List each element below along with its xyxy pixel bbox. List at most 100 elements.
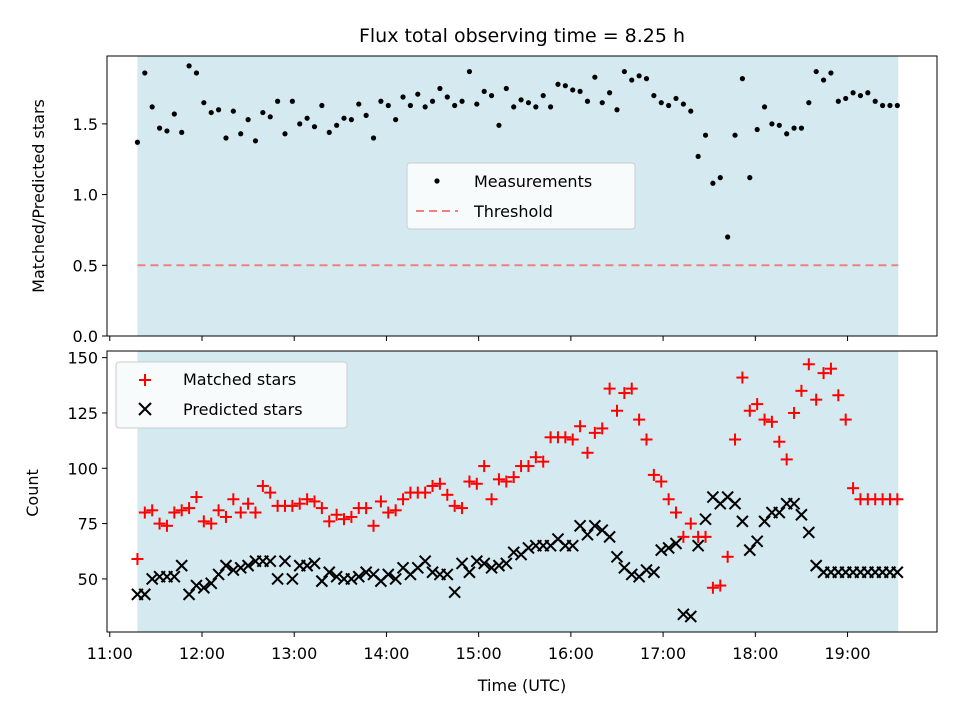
- measurement-point: [282, 131, 288, 137]
- x-tick-label: 17:00: [640, 644, 686, 663]
- measurement-point: [393, 117, 399, 123]
- measurement-point: [149, 104, 155, 110]
- matched-star-point: [699, 530, 712, 543]
- predicted-star-point: [278, 554, 292, 568]
- matched-star-point: [168, 506, 181, 519]
- count-x-ticks: 11:00 12:00 13:00 14:00 15:00 16:00 17:00 18:00…: [87, 632, 871, 663]
- measurement-point: [843, 95, 849, 102]
- matched-star-point: [397, 493, 410, 506]
- predicted-star-point: [441, 568, 454, 581]
- matched-star-point: [662, 493, 675, 506]
- matched-star-point: [448, 499, 461, 512]
- predicted-star-point: [699, 512, 712, 526]
- matched-star-point: [684, 517, 697, 530]
- predicted-star-point: [286, 572, 299, 586]
- measurement-point: [673, 95, 679, 102]
- matched-star-point: [264, 486, 277, 499]
- measurement-point: [415, 91, 421, 97]
- predicted-star-point: [773, 506, 786, 519]
- matched-star-point: [537, 455, 550, 468]
- matched-star-point: [824, 362, 837, 375]
- predicted-star-point: [485, 561, 498, 575]
- measurement-point: [370, 135, 377, 141]
- predicted-star-point: [507, 546, 520, 559]
- predicted-star-point: [640, 563, 653, 577]
- predicted-star-point: [610, 550, 624, 563]
- predicted-star-point: [795, 508, 808, 521]
- measurement-point: [488, 92, 495, 99]
- matched-star-point: [640, 433, 653, 446]
- measurement-point: [562, 83, 568, 89]
- measurement-point: [238, 131, 244, 137]
- predicted-star-point: [684, 610, 697, 623]
- y-tick-label: 100: [67, 459, 98, 478]
- predicted-star-point: [138, 588, 152, 601]
- y-tick-label: 125: [67, 404, 98, 423]
- predicted-star-point: [463, 566, 476, 579]
- x-tick-label: 11:00: [87, 644, 133, 663]
- measurement-point: [275, 98, 281, 104]
- matched-star-point: [426, 479, 439, 492]
- x-axis-label: Time (UTC): [477, 676, 566, 695]
- predicted-star-point: [477, 557, 491, 570]
- measurement-point: [252, 138, 259, 144]
- predicted-star-point: [175, 559, 188, 572]
- matched-star-point: [463, 475, 476, 488]
- predicted-star-point: [145, 572, 159, 586]
- predicted-star-point: [418, 554, 432, 568]
- predicted-star-point: [743, 543, 756, 557]
- measurement-point: [334, 122, 340, 128]
- measurement-point: [511, 104, 517, 110]
- predicted-star-point: [691, 539, 705, 552]
- measurement-point: [717, 175, 723, 181]
- predicted-star-point: [264, 554, 277, 568]
- measurement-point: [518, 97, 524, 103]
- x-tick-label: 18:00: [732, 644, 778, 663]
- matched-star-point: [470, 477, 483, 490]
- measurement-point: [857, 92, 864, 99]
- predicted-star-point: [655, 543, 668, 557]
- matched-star-point: [441, 488, 454, 501]
- y-tick-label: 1.0: [73, 186, 98, 205]
- measurement-point: [363, 112, 369, 118]
- predicted-star-point: [677, 608, 690, 621]
- measurement-point: [378, 98, 384, 104]
- matched-star-point: [566, 433, 579, 446]
- matched-star-point: [138, 506, 151, 519]
- measurement-point: [798, 125, 805, 131]
- matched-star-point: [788, 406, 801, 419]
- y-tick-label: 1.5: [73, 115, 98, 134]
- measurement-point: [459, 98, 465, 104]
- measurement-point: [179, 129, 185, 135]
- measurement-point: [134, 139, 141, 145]
- measurement-point: [769, 121, 775, 127]
- predicted-star-point: [750, 535, 764, 548]
- predicted-star-point: [500, 557, 513, 570]
- legend-measurement-marker: [434, 178, 440, 184]
- matched-star-point: [389, 504, 402, 517]
- measurement-point: [813, 68, 819, 75]
- measurement-point: [400, 94, 406, 100]
- matched-star-point: [773, 435, 786, 448]
- measurement-point: [525, 100, 532, 106]
- legend-predicted-stars: Predicted stars: [183, 400, 303, 419]
- predicted-star-point: [212, 568, 225, 581]
- measurement-point: [702, 132, 709, 138]
- matched-star-point: [721, 550, 734, 563]
- measurement-point: [304, 115, 310, 121]
- ratio-legend: Measurements Threshold: [406, 162, 636, 230]
- measurement-point: [297, 121, 303, 127]
- matched-star-point: [610, 404, 623, 417]
- matched-star-point: [190, 491, 203, 504]
- matched-star-point: [293, 497, 306, 510]
- measurement-point: [577, 88, 583, 94]
- count-y-ticks: 50 75 100 125 150: [67, 349, 107, 589]
- measurement-point: [193, 70, 200, 76]
- measurement-point: [223, 135, 229, 141]
- predicted-star-point: [802, 526, 816, 539]
- measurement-point: [776, 122, 782, 128]
- matched-star-point: [765, 415, 778, 428]
- measurement-point: [267, 114, 273, 120]
- measurement-point: [887, 102, 893, 109]
- legend-matched-marker: [139, 374, 151, 386]
